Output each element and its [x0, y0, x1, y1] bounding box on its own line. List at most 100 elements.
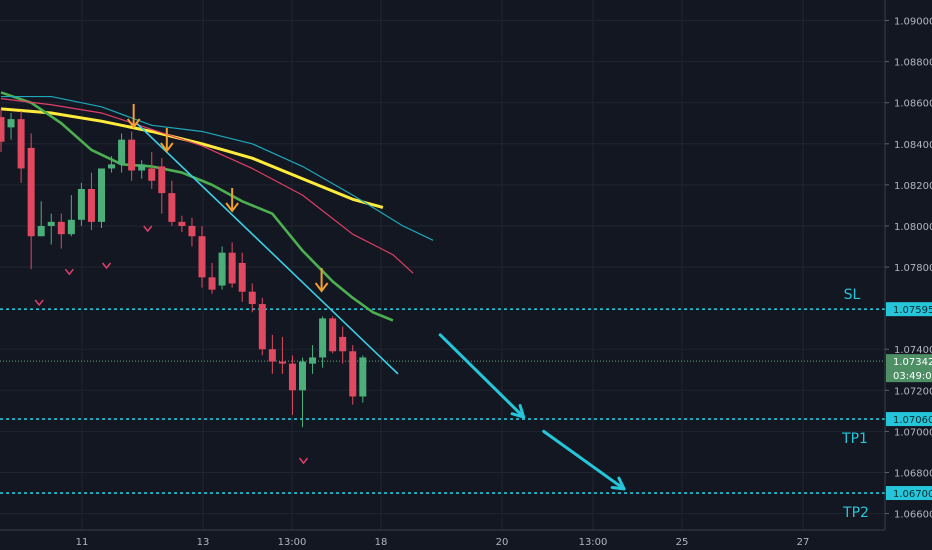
candle-body[interactable]: [309, 357, 317, 364]
time-tick-label: 18: [375, 537, 388, 548]
triangle-marker-icon: [64, 268, 74, 276]
price-tick-label: 1.09000: [894, 17, 932, 28]
candle-body[interactable]: [208, 277, 216, 290]
candle-body[interactable]: [57, 221, 65, 235]
down-arrow-icon: [314, 268, 329, 293]
candle-body[interactable]: [319, 318, 327, 358]
candle-body[interactable]: [198, 236, 206, 278]
candle-body[interactable]: [339, 336, 347, 352]
projection-arrow-head: [510, 404, 526, 419]
trendline[interactable]: [136, 122, 399, 375]
triangle-marker-icon: [34, 299, 44, 307]
level-price-label: 1.07595: [893, 305, 932, 316]
price-axis-background: [885, 0, 932, 550]
price-tick-label: 1.07400: [894, 345, 932, 356]
time-tick-label: 13: [197, 537, 210, 548]
level-price-label: 1.06700: [893, 489, 932, 500]
time-tick-label: 11: [76, 537, 89, 548]
down-arrow-icon: [126, 104, 141, 129]
level-price-tag: [886, 412, 932, 427]
projection-arrow[interactable]: [542, 429, 626, 491]
countdown-label: 03:49:05: [893, 371, 932, 382]
time-tick-label: 13:00: [278, 537, 307, 548]
time-tick-label: 25: [676, 537, 689, 548]
candle-body[interactable]: [268, 349, 276, 362]
current-price-label: 1.07342: [893, 357, 932, 368]
price-tick-label: 1.08400: [894, 140, 932, 151]
price-tick-label: 1.08000: [894, 222, 932, 233]
candle-body[interactable]: [178, 221, 186, 226]
triangle-marker-icon: [101, 262, 112, 270]
triangle-marker-icon: [298, 457, 309, 465]
candle-body[interactable]: [98, 168, 105, 222]
candle-body[interactable]: [108, 164, 116, 169]
level-price-tag: [886, 302, 932, 317]
candle-body[interactable]: [128, 139, 136, 171]
projection-arrow-head: [610, 476, 626, 491]
level-lines: SL TP1 TP2: [0, 287, 885, 521]
price-tick-label: 1.08600: [894, 99, 932, 110]
level-price-tag: [886, 486, 932, 501]
moving-average-line: [0, 91, 394, 322]
price-tick-label: 1.08200: [894, 181, 932, 192]
time-tick-label: 13:00: [579, 537, 608, 548]
triangle-marker-icon: [143, 225, 153, 233]
candle-body[interactable]: [118, 139, 126, 165]
candle-body[interactable]: [218, 252, 226, 286]
candle-body[interactable]: [138, 164, 146, 171]
candle-body[interactable]: [228, 252, 236, 284]
candle-body[interactable]: [37, 225, 45, 237]
candle-body[interactable]: [27, 147, 35, 237]
moving-averages: [0, 91, 434, 322]
current-price-tag: [886, 354, 932, 383]
moving-average-line: [0, 98, 414, 274]
down-arrow-head: [126, 118, 141, 129]
candle-body[interactable]: [87, 188, 95, 222]
level-name-sl: SL: [844, 287, 861, 303]
candle-body[interactable]: [299, 361, 306, 391]
candle-body[interactable]: [188, 225, 196, 237]
moving-average-line: [0, 107, 384, 209]
price-tick-label: 1.07800: [894, 263, 932, 274]
candle-body[interactable]: [47, 221, 55, 226]
level-price-label: 1.07060: [893, 415, 932, 426]
candle-body[interactable]: [349, 351, 357, 397]
candle-body[interactable]: [7, 119, 15, 128]
price-tick-label: 1.06800: [894, 468, 932, 479]
candle-body[interactable]: [158, 166, 166, 194]
candle-body[interactable]: [0, 117, 5, 142]
candle-body[interactable]: [17, 119, 25, 169]
candle-body[interactable]: [77, 188, 85, 220]
candles[interactable]: [0, 108, 367, 428]
candle-body[interactable]: [258, 304, 266, 350]
time-tick-label: 27: [797, 537, 810, 548]
down-arrow-icon: [160, 128, 174, 153]
candle-body[interactable]: [288, 363, 296, 391]
candle-body[interactable]: [278, 361, 286, 364]
time-axis[interactable]: 11 13 13:00 18 20 13:00 25 27: [0, 529, 932, 550]
level-name-tp2: TP2: [842, 505, 869, 521]
down-arrow-icon: [225, 188, 239, 213]
candle-body[interactable]: [359, 357, 367, 397]
candle-body[interactable]: [248, 291, 256, 305]
time-axis-background: [0, 530, 932, 550]
price-tick-label: 1.07200: [894, 386, 932, 397]
down-arrow-head: [160, 142, 174, 153]
price-tick-label: 1.08800: [894, 58, 932, 69]
candle-body[interactable]: [67, 219, 75, 235]
candle-body[interactable]: [148, 168, 156, 181]
candle-body[interactable]: [329, 318, 337, 352]
candle-body[interactable]: [168, 193, 176, 222]
candle-body[interactable]: [238, 262, 246, 292]
down-arrow-head: [314, 282, 329, 293]
price-axis[interactable]: 1.09000 1.08800 1.08600 1.08400 1.08200 1.080…: [884, 0, 932, 550]
price-tick-label: 1.06600: [894, 510, 932, 521]
drawings[interactable]: [34, 104, 626, 491]
down-arrow-head: [225, 202, 239, 213]
time-tick-label: 20: [496, 537, 509, 548]
moving-average-line: [1, 95, 434, 241]
price-tick-label: 1.07000: [894, 427, 932, 438]
projection-arrow[interactable]: [438, 333, 526, 419]
